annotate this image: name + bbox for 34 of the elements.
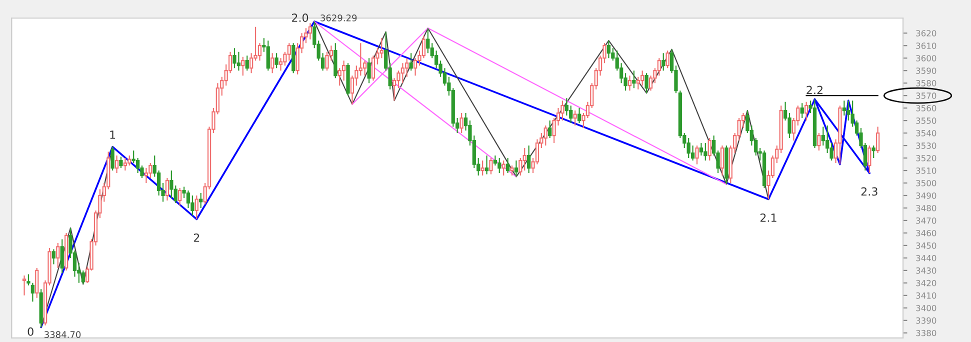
y-tick-label: 3580 [916, 80, 936, 86]
y-tick-label: 3570 [916, 92, 936, 99]
annotation: 0 [28, 327, 34, 336]
y-tick-label: 3390 [916, 317, 936, 324]
annotation: 2.3 [861, 187, 878, 196]
y-tick-label: 3540 [916, 130, 936, 136]
y-tick-label: 3420 [916, 280, 936, 286]
y-tick-label: 3440 [916, 254, 936, 262]
y-tick-label: 3600 [916, 55, 936, 62]
y-tick-label: 3520 [916, 155, 936, 162]
y-tick-label: 3620 [916, 30, 936, 36]
annotation: 2.2 [806, 86, 822, 94]
y-tick-label: 3590 [916, 68, 936, 74]
annotation: 2 [194, 233, 200, 242]
annotation: 1 [110, 130, 116, 139]
y-tick-label: 3560 [916, 105, 936, 112]
y-tick-label: 3450 [916, 242, 936, 249]
y-tick-label: 3430 [916, 267, 936, 274]
annotation: 3629.29 [320, 14, 357, 22]
y-tick-label: 3470 [916, 217, 936, 224]
y-tick-label: 3460 [916, 230, 936, 236]
y-tick-label: 3480 [916, 204, 936, 212]
annotation: 3384.70 [44, 331, 81, 338]
y-tick-label: 3510 [916, 167, 936, 174]
y-tick-label: 3530 [916, 142, 936, 149]
annotation: 2.0 [292, 14, 308, 22]
y-tick-label: 3500 [916, 180, 936, 186]
y-tick-label: 3610 [916, 42, 936, 49]
y-tick-label: 3490 [916, 192, 936, 199]
y-tick-label: 3550 [916, 118, 936, 124]
y-tick-label: 3400 [916, 304, 936, 312]
y-tick-label: 3380 [916, 330, 936, 336]
y-tick-label: 3410 [916, 292, 936, 299]
annotation: 2.1 [760, 214, 776, 222]
